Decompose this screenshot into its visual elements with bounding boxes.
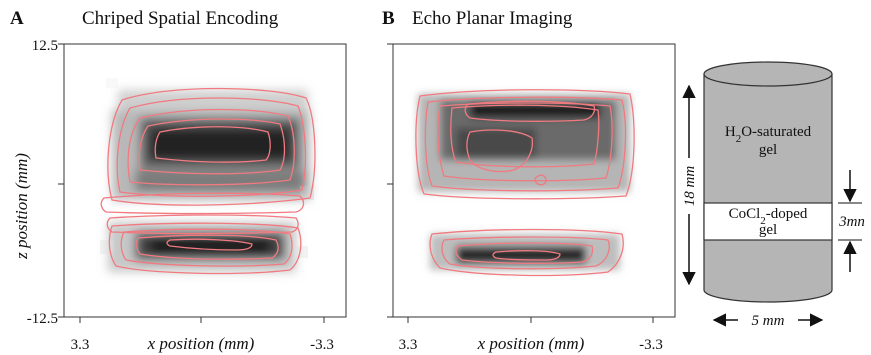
width-dimension-label: 5 mm bbox=[752, 313, 785, 329]
height-dimension-label: 18 mm bbox=[682, 166, 698, 207]
width-label-backdrop bbox=[738, 310, 798, 330]
panel-b-letter: B bbox=[382, 8, 395, 29]
panel-a-y-axis-label: z position (mm) bbox=[12, 153, 31, 260]
panel-a: A Chriped Spatial Encoding bbox=[10, 8, 347, 353]
doped-gel-label-line2: gel bbox=[759, 222, 777, 238]
doped-gel-label-line1: CoCl2-doped bbox=[729, 206, 808, 227]
panel-a-y-tick-top-label: 12.5 bbox=[32, 38, 58, 54]
panel-b: B Echo Planar Imaging bbox=[382, 8, 676, 353]
panel-a-contours bbox=[100, 87, 316, 275]
water-gel-label-line2: gel bbox=[759, 142, 777, 158]
panel-a-letter: A bbox=[10, 8, 24, 29]
panel-b-x-tick-left-label: 3.3 bbox=[399, 337, 418, 353]
panel-b-title: Echo Planar Imaging bbox=[412, 8, 573, 29]
panel-a-x-tick-left-label: 3.3 bbox=[71, 337, 90, 353]
panel-a-y-tick-bottom-label: -12.5 bbox=[27, 311, 58, 327]
panel-a-x-axis-label: x position (mm) bbox=[147, 334, 255, 353]
cylinder-body bbox=[703, 73, 833, 303]
panel-a-title: Chriped Spatial Encoding bbox=[82, 8, 279, 29]
phantom-diagram: H2O-saturated gel CoCl2-doped gel 18 mm … bbox=[679, 61, 865, 330]
height-label-backdrop bbox=[679, 158, 699, 214]
cylinder-top bbox=[703, 61, 833, 87]
doped-layer-band bbox=[703, 202, 833, 241]
panel-a-x-tick-right-label: -3.3 bbox=[310, 337, 334, 353]
panel-b-x-tick-right-label: -3.3 bbox=[639, 337, 663, 353]
layer-thickness-label: 3mn bbox=[838, 214, 865, 230]
panel-b-x-axis-label: x position (mm) bbox=[477, 334, 585, 353]
water-gel-label-line1: H2O-saturated bbox=[725, 124, 812, 145]
panel-b-contours bbox=[415, 89, 635, 277]
